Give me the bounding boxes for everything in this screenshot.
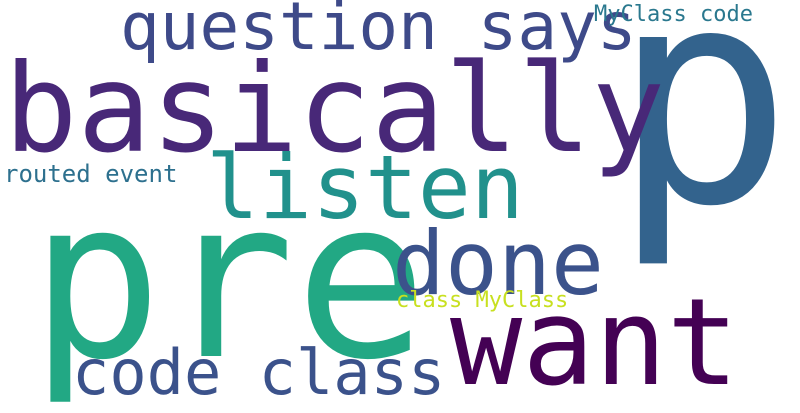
- word-question-says: question says: [120, 0, 637, 60]
- word-myclass-code: MyClass code: [594, 4, 753, 26]
- word-class-myclass: class MyClass: [396, 290, 568, 312]
- word-code-class: code class: [72, 342, 445, 404]
- word-cloud: p basically pre want listen done questio…: [0, 0, 800, 400]
- word-routed-event: routed event: [4, 162, 177, 186]
